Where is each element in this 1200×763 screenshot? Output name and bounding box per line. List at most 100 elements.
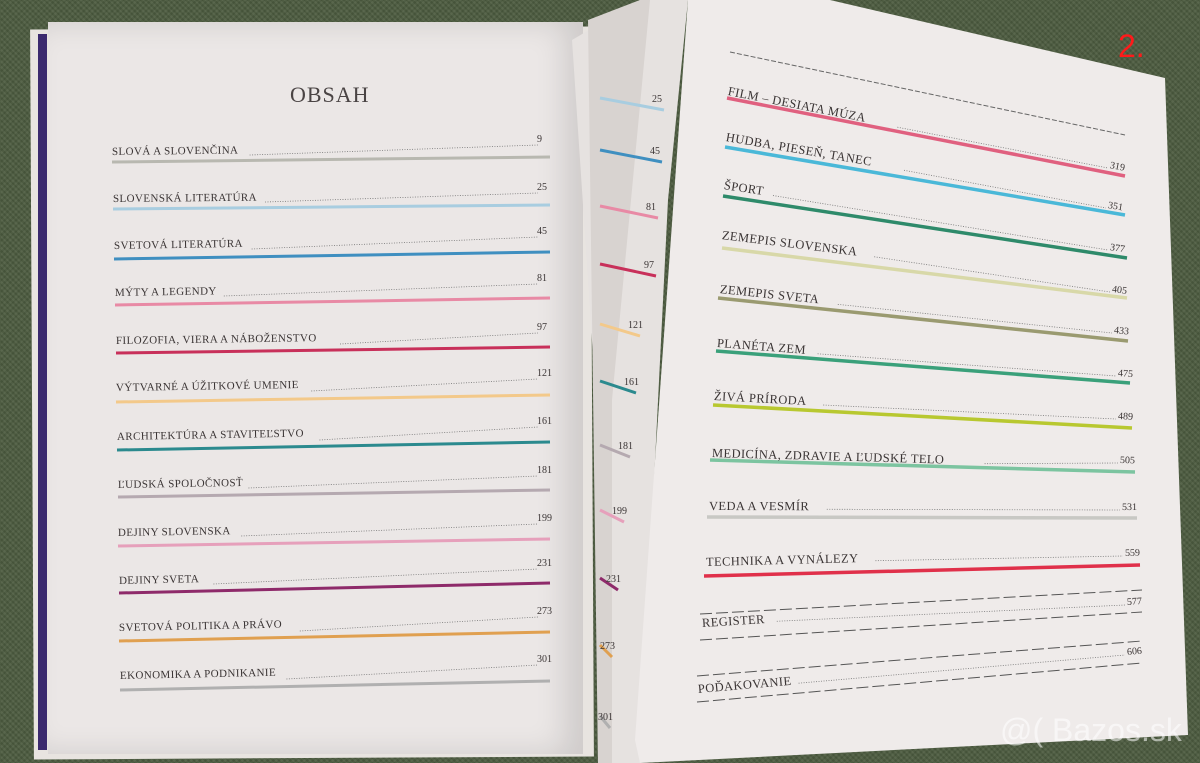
partial-page-number[interactable]: 45 <box>650 146 660 157</box>
dot-leader <box>798 654 1126 684</box>
partial-color-bar <box>598 643 614 659</box>
page-title: OBSAH <box>290 82 370 107</box>
partial-color-bar <box>599 262 657 278</box>
dot-leader <box>897 126 1109 169</box>
toc-entry-page[interactable]: 505 <box>1119 455 1136 467</box>
toc-entry-label[interactable]: MÝTY A LEGENDY <box>114 285 217 299</box>
dot-leader <box>223 283 539 297</box>
partial-page-number[interactable]: 81 <box>646 202 656 213</box>
toc-color-bar <box>115 345 551 355</box>
book-spine <box>38 34 47 750</box>
toc-entry-page[interactable]: 351 <box>1107 200 1124 214</box>
dot-leader <box>249 144 539 156</box>
partial-color-bar <box>599 443 631 459</box>
partial-page-number[interactable]: 231 <box>606 574 621 585</box>
toc-entry-page[interactable]: 273 <box>537 606 552 617</box>
partial-page-number[interactable]: 273 <box>600 641 615 652</box>
dot-leader <box>213 568 539 585</box>
watermark: @( Bazos.sk <box>1000 712 1182 748</box>
partial-color-bar <box>599 508 625 524</box>
partial-color-bar <box>599 204 659 220</box>
partial-page-number[interactable]: 121 <box>628 320 643 331</box>
toc-entry-page[interactable]: 301 <box>537 654 552 665</box>
toc-entry-label[interactable]: DEJINY SVETA <box>118 573 200 587</box>
partial-page-number[interactable]: 25 <box>652 94 662 105</box>
toc-color-bar <box>118 581 551 595</box>
partial-color-bar <box>599 322 641 338</box>
toc-color-bar <box>111 155 551 164</box>
toc-entry-page[interactable]: 161 <box>537 416 552 427</box>
dot-leader <box>264 192 539 203</box>
toc-entry-page[interactable]: 433 <box>1113 325 1130 338</box>
toc-entry-label[interactable]: VEDA A VESMÍR <box>708 499 810 514</box>
toc-color-bar <box>112 203 551 211</box>
dashed-rule <box>696 640 1143 677</box>
toc-entry-label[interactable]: SLOVÁ A SLOVENČINA <box>111 144 239 158</box>
toc-entry-page[interactable]: 577 <box>1126 596 1143 608</box>
dashed-rule <box>696 662 1143 703</box>
toc-entry-page[interactable]: 231 <box>537 558 552 569</box>
toc-entry-page[interactable]: 45 <box>537 226 547 237</box>
toc-entry-page[interactable]: 199 <box>537 513 552 524</box>
toc-entry-page[interactable]: 559 <box>1124 547 1141 559</box>
toc-entry-label[interactable]: SVETOVÁ LITERATÚRA <box>113 237 244 252</box>
toc-color-bar <box>709 458 1136 474</box>
toc-entry-page[interactable]: 405 <box>1111 284 1128 297</box>
toc-entry-label[interactable]: DEJINY SLOVENSKA <box>117 525 231 539</box>
toc-entry-page[interactable]: 181 <box>537 465 552 476</box>
partial-color-bar <box>598 715 612 729</box>
toc-color-bar <box>115 393 551 404</box>
toc-color-bar <box>113 250 551 261</box>
toc-color-bar <box>724 145 1126 217</box>
toc-color-bar <box>117 537 551 548</box>
toc-entry-page[interactable]: 489 <box>1117 411 1134 423</box>
toc-entry-page[interactable]: 606 <box>1126 645 1143 658</box>
toc-color-bar <box>715 349 1131 385</box>
dot-leader <box>772 195 1109 251</box>
toc-entry-page[interactable]: 475 <box>1117 368 1134 381</box>
dot-leader <box>903 169 1107 209</box>
dot-leader <box>248 475 539 489</box>
partial-color-bar <box>599 96 665 112</box>
toc-color-bar <box>722 194 1128 260</box>
partial-color-bar <box>599 379 637 395</box>
partial-color-bar <box>599 148 663 164</box>
dot-leader <box>311 378 539 392</box>
toc-color-bar <box>117 488 551 499</box>
dashed-rule <box>699 611 1143 641</box>
toc-entry-page[interactable]: 81 <box>537 273 547 284</box>
dot-leader <box>241 523 539 537</box>
toc-entry-page[interactable]: 377 <box>1109 242 1126 256</box>
toc-entry-page[interactable]: 9 <box>537 134 542 145</box>
toc-color-bar <box>703 563 1141 578</box>
toc-entry-page[interactable]: 531 <box>1121 502 1138 514</box>
dot-leader <box>286 664 539 680</box>
partial-color-bar <box>599 576 619 592</box>
dot-leader <box>837 303 1113 334</box>
toc-entry-label[interactable]: ĽUDSKÁ SPOLOČNOSŤ <box>117 476 244 491</box>
toc-color-bar <box>119 679 551 692</box>
toc-entry-page[interactable]: 25 <box>537 182 547 193</box>
dot-leader <box>339 332 539 345</box>
toc-color-bar <box>706 515 1138 520</box>
dot-leader <box>319 426 539 441</box>
dashed-rule <box>699 589 1143 615</box>
dot-leader <box>251 236 539 250</box>
dot-leader <box>776 604 1126 622</box>
toc-color-bar <box>712 403 1133 430</box>
partial-page-number[interactable]: 301 <box>598 712 613 723</box>
toc-color-bar <box>116 440 551 452</box>
toc-color-bar <box>726 96 1126 178</box>
toc-entry-page[interactable]: 97 <box>537 322 547 333</box>
partial-page-number[interactable]: 199 <box>612 506 627 517</box>
partial-page-number[interactable]: 97 <box>644 260 654 271</box>
toc-color-bar <box>717 296 1129 343</box>
partial-page-number[interactable]: 161 <box>624 377 639 388</box>
toc-color-bar <box>118 630 551 643</box>
toc-entry-page[interactable]: 121 <box>537 368 552 379</box>
partial-page-number[interactable]: 181 <box>618 441 633 452</box>
dot-leader <box>299 616 539 632</box>
toc-entry-label[interactable]: SLOVENSKÁ LITERATÚRA <box>112 191 258 205</box>
